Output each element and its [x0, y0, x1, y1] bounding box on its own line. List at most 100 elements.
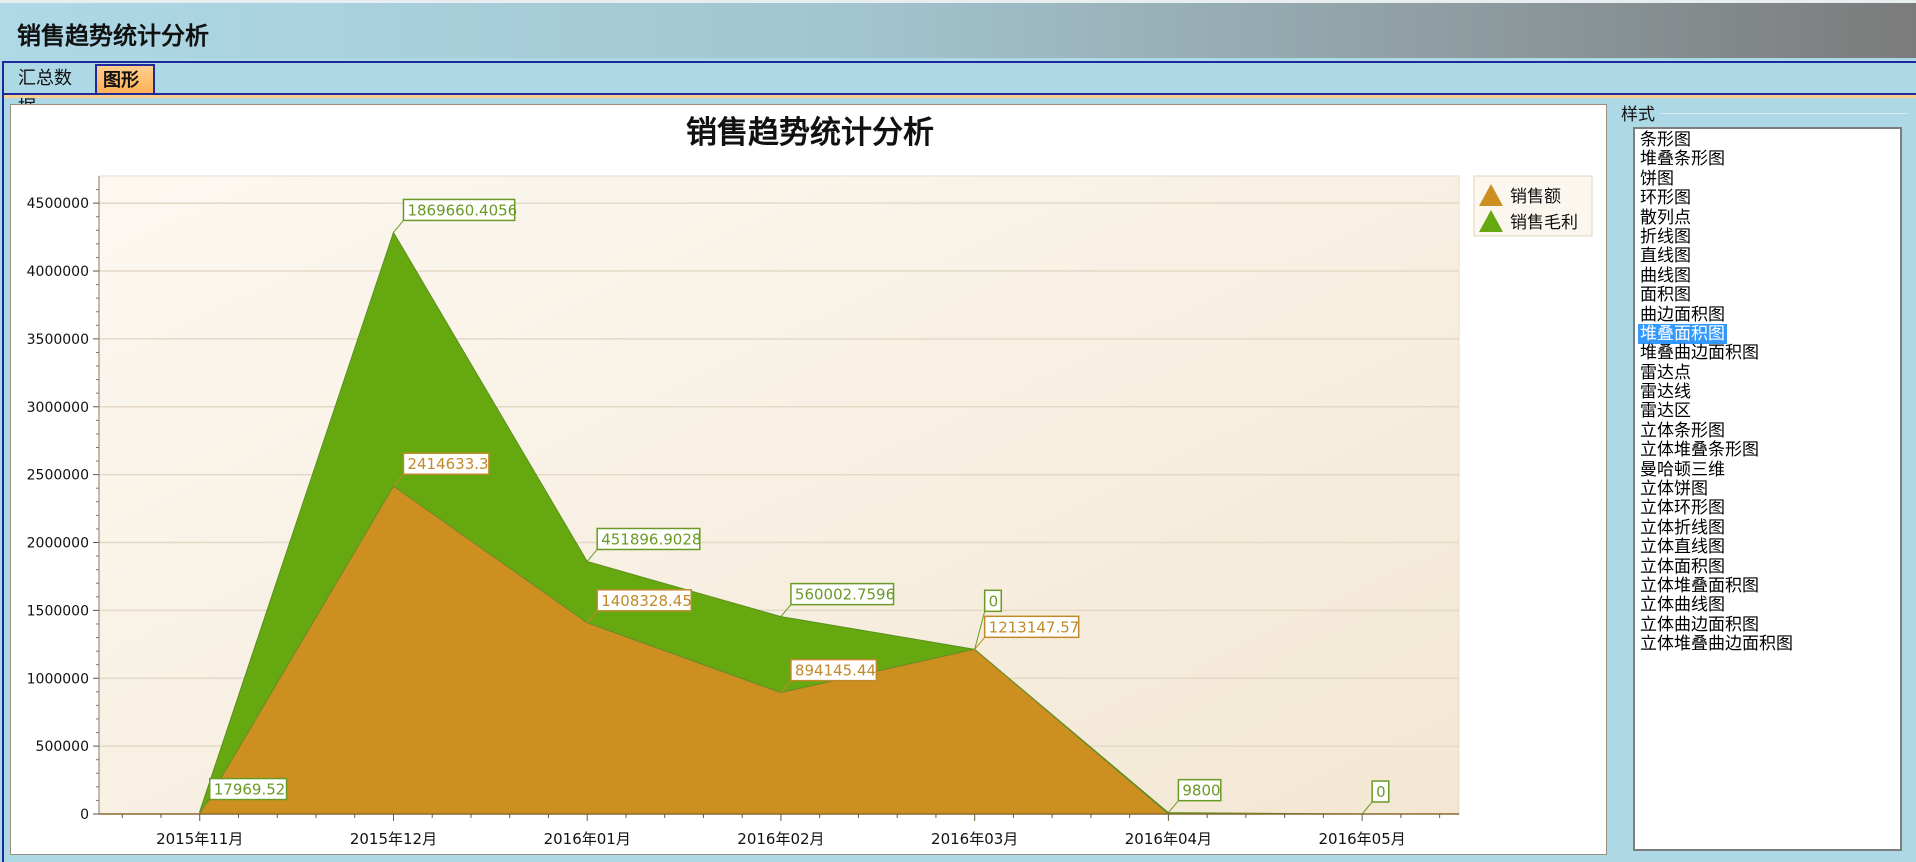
label-box: [402, 198, 516, 222]
style-list-item-label: 直线图: [1640, 246, 1691, 267]
label-text: 560002.7596: [795, 586, 895, 604]
y-tick-label: 0: [80, 807, 89, 823]
style-list-item[interactable]: 立体直线图: [1635, 538, 1900, 557]
label-text: 17969.52: [214, 781, 286, 799]
style-list-item[interactable]: 面积图: [1635, 286, 1900, 305]
style-list-item-label: 立体堆叠曲边面积图: [1640, 634, 1793, 655]
label-leader: [780, 604, 792, 617]
label-leader: [780, 680, 792, 693]
legend-label: 销售额: [1510, 187, 1561, 207]
label-text: 0: [989, 592, 999, 610]
data-label-profit: 0: [983, 589, 1003, 613]
data-label-profit: 17969.52: [208, 777, 288, 801]
label-leader: [1361, 801, 1373, 815]
style-list-item-label: 立体堆叠面积图: [1640, 575, 1759, 596]
label-text: 1213147.57: [989, 618, 1080, 636]
style-list-item[interactable]: 立体堆叠曲边面积图: [1635, 635, 1900, 654]
stacked-area-chart: 销售趋势统计分析 0 500000 1000000 1500000 2000000 2500…: [27, 115, 1593, 848]
legend-label: 销售毛利: [1510, 213, 1578, 233]
style-list-item[interactable]: 雷达点: [1635, 362, 1900, 383]
style-list-item[interactable]: 曲线图: [1635, 265, 1900, 286]
style-list-item[interactable]: 立体堆叠条形图: [1635, 441, 1900, 460]
label-box: [790, 658, 878, 682]
data-label-sales: 1213147.57: [983, 615, 1080, 639]
y-tick-label: 1000000: [27, 671, 89, 687]
x-tick-label: 2016年02月: [737, 830, 824, 848]
label-text: 2414633.3: [407, 455, 488, 473]
label-leader: [586, 610, 598, 624]
y-tick-label: 4500000: [27, 196, 89, 212]
style-list-item[interactable]: 条形图: [1635, 131, 1900, 150]
style-list-item-label: 环形图: [1640, 188, 1691, 209]
style-list-item-label: 立体折线图: [1640, 517, 1725, 538]
style-list-item-label: 立体面积图: [1640, 556, 1725, 577]
data-label-profit: 451896.9028: [596, 527, 701, 551]
tab-divider: [2, 93, 1916, 95]
x-tick-label: 2016年05月: [1319, 830, 1406, 848]
style-list-item[interactable]: 环形图: [1635, 189, 1900, 208]
y-tick-label: 3500000: [27, 332, 89, 348]
style-list-item-label: 面积图: [1640, 285, 1691, 306]
x-tick-label: 2015年12月: [350, 830, 437, 848]
style-list-item[interactable]: 雷达线: [1635, 383, 1900, 402]
label-box: [983, 589, 1003, 613]
label-leader: [586, 549, 598, 562]
style-list-item[interactable]: 立体面积图: [1635, 556, 1900, 577]
label-leader: [974, 611, 986, 650]
tab-summary-data[interactable]: 汇总数据: [18, 68, 72, 118]
label-leader: [393, 473, 404, 487]
style-list-item-label: 立体曲线图: [1640, 595, 1725, 616]
style-list-item[interactable]: 立体饼图: [1635, 480, 1900, 499]
style-list-item[interactable]: 堆叠曲边面积图: [1635, 344, 1900, 363]
style-list-item[interactable]: 立体曲线图: [1635, 596, 1900, 615]
style-list-item[interactable]: 曲边面积图: [1635, 304, 1900, 325]
style-list-item-label: 立体曲边面积图: [1640, 614, 1759, 635]
label-text: 1869660.4056: [407, 201, 517, 219]
x-tick-label: 2015年11月: [156, 830, 243, 848]
tab-chart[interactable]: 图形: [95, 64, 155, 95]
label-box: [1177, 778, 1222, 802]
style-list-item[interactable]: 直线图: [1635, 247, 1900, 266]
style-list-item[interactable]: 立体曲边面积图: [1635, 614, 1900, 635]
data-label-profit: 9800: [1177, 778, 1222, 802]
style-group-line: [1660, 113, 1908, 114]
style-list-item-label: 雷达线: [1640, 382, 1691, 403]
legend-triangle-icon: [1479, 210, 1503, 232]
style-list-item[interactable]: 雷达区: [1635, 402, 1900, 421]
label-box: [983, 615, 1080, 639]
style-list-item-label: 折线图: [1640, 226, 1691, 247]
style-list-item[interactable]: 立体折线图: [1635, 517, 1900, 538]
style-list-item[interactable]: 饼图: [1635, 169, 1900, 189]
label-leader: [393, 220, 404, 233]
window-title: 销售趋势统计分析: [17, 22, 209, 50]
label-text: 894145.44: [795, 662, 876, 680]
label-box: [208, 777, 288, 801]
chart-title: 销售趋势统计分析: [686, 115, 934, 151]
y-tick-label: 1500000: [27, 603, 89, 619]
style-list-item[interactable]: 堆叠面积图: [1635, 323, 1900, 344]
style-list-item[interactable]: 堆叠条形图: [1635, 150, 1900, 169]
style-list-item-label: 雷达区: [1640, 401, 1691, 422]
style-list-item[interactable]: 立体环形图: [1635, 499, 1900, 518]
window-header: 销售趋势统计分析: [0, 0, 1916, 58]
style-list-item[interactable]: 折线图: [1635, 226, 1900, 247]
style-listbox[interactable]: 条形图 堆叠条形图 饼图 环形图 散列点 折线图 直线图 曲线图 面积图 曲边面积图 堆叠面积图 堆叠…: [1633, 127, 1902, 851]
y-tick-label: 3000000: [27, 400, 89, 416]
style-list-item[interactable]: 曼哈顿三维: [1635, 459, 1900, 480]
style-list-item-label: 堆叠条形图: [1640, 149, 1725, 170]
style-list-item[interactable]: 散列点: [1635, 208, 1900, 228]
data-label-profit: 560002.7596: [790, 582, 895, 606]
data-label-sales: 1408328.45: [596, 589, 692, 612]
label-leader: [974, 637, 986, 650]
label-box: [1371, 780, 1390, 803]
style-list-item-label: 曼哈顿三维: [1640, 459, 1725, 480]
style-list-item-label: 雷达点: [1640, 362, 1691, 383]
style-list-item-label: 立体环形图: [1640, 498, 1725, 519]
style-list-item[interactable]: 立体条形图: [1635, 421, 1900, 441]
data-label-sales: 894145.44: [790, 658, 878, 682]
style-list-item-label: 曲线图: [1640, 265, 1691, 286]
style-list-item[interactable]: 立体堆叠面积图: [1635, 575, 1900, 596]
y-tick-label: 500000: [36, 739, 89, 755]
style-list-item-label: 曲边面积图: [1640, 304, 1725, 325]
label-text: 0: [1376, 783, 1386, 801]
